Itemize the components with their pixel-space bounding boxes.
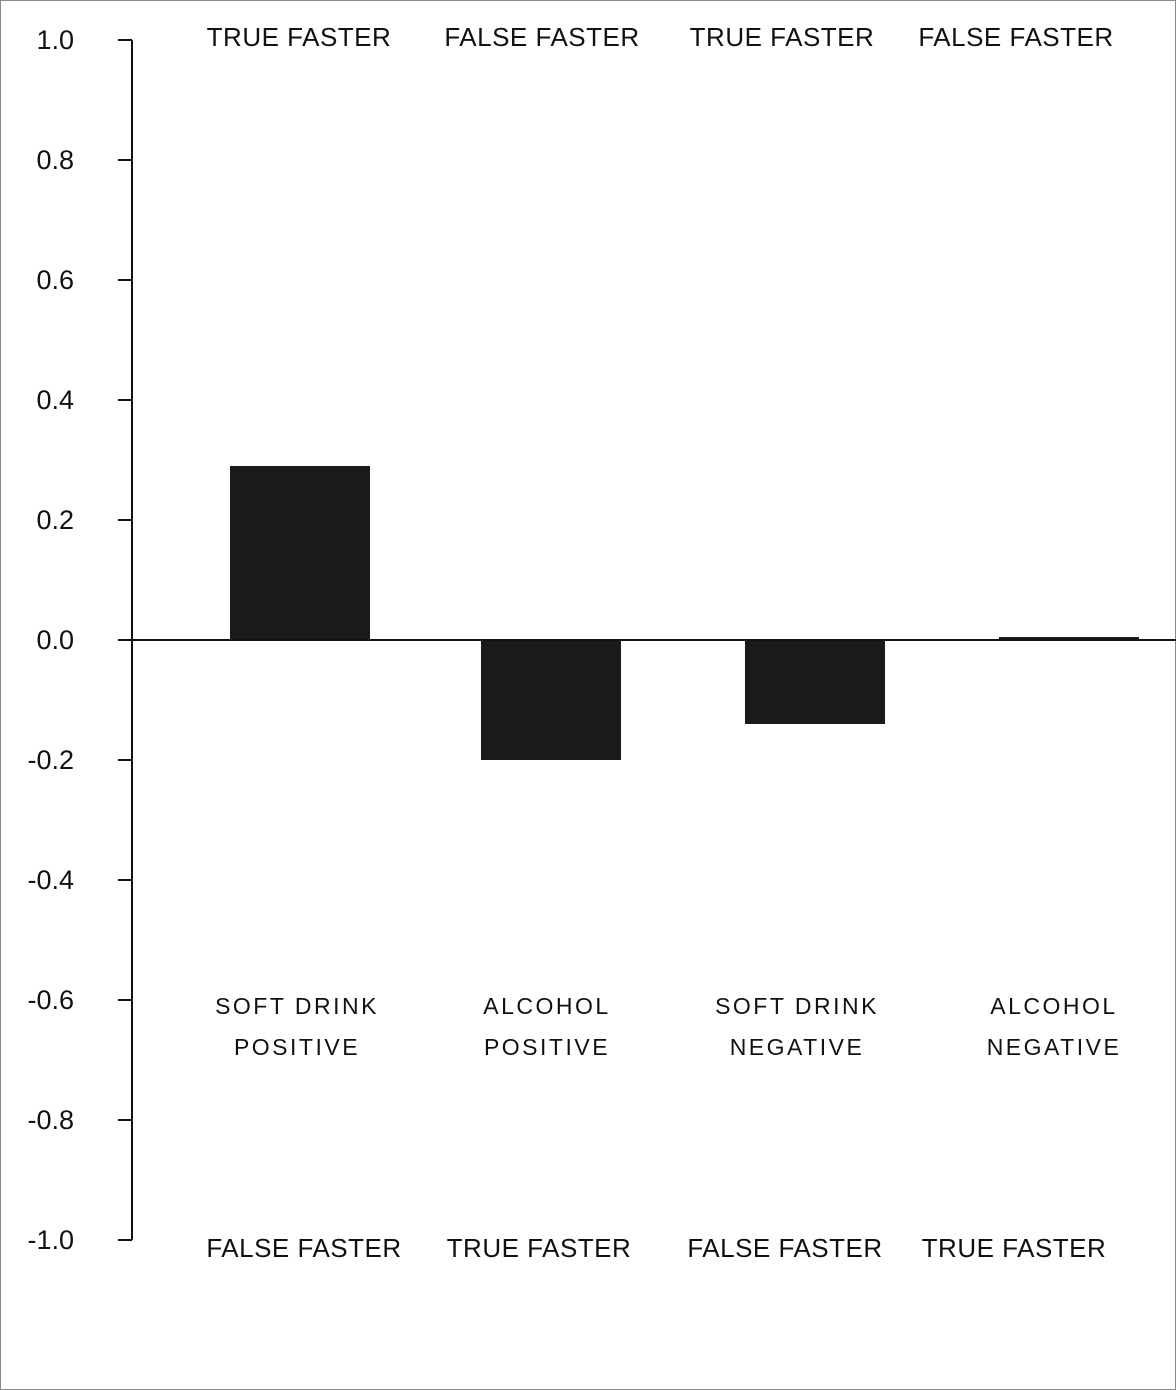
- top-label: FALSE FASTER: [444, 22, 639, 52]
- y-tick-label: 0.6: [36, 265, 74, 295]
- y-tick-label: 1.0: [36, 25, 74, 55]
- top-label: TRUE FASTER: [207, 22, 392, 52]
- category-label: POSITIVE: [234, 1034, 360, 1060]
- category-label: NEGATIVE: [730, 1034, 865, 1060]
- bars: [230, 466, 1139, 760]
- bar: [745, 640, 885, 724]
- bar: [481, 640, 621, 760]
- y-tick-label: -0.8: [27, 1105, 74, 1135]
- y-tick-label: -1.0: [27, 1225, 74, 1255]
- category-label: NEGATIVE: [987, 1034, 1122, 1060]
- top-label: TRUE FASTER: [690, 22, 875, 52]
- y-axis: 1.0 0.8 0.6 0.4 0.2 0.0 -0.2 -0.4 -0.6 -0.8 -1.0: [27, 25, 133, 1255]
- bottom-labels: FALSE FASTER TRUE FASTER FALSE FASTER TRUE …: [206, 1233, 1107, 1263]
- y-tick-label: -0.2: [27, 745, 74, 775]
- category-label: SOFT DRINK: [215, 993, 379, 1019]
- bottom-label: TRUE FASTER: [922, 1233, 1107, 1263]
- top-label: FALSE FASTER: [918, 22, 1113, 52]
- y-tick-label: 0.4: [36, 385, 74, 415]
- category-labels: SOFT DRINK POSITIVE ALCOHOL POSITIVE SOFT DR…: [215, 993, 1122, 1060]
- bottom-label: FALSE FASTER: [206, 1233, 401, 1263]
- y-tick-label: 0.2: [36, 505, 74, 535]
- bottom-label: FALSE FASTER: [687, 1233, 882, 1263]
- category-label: SOFT DRINK: [715, 993, 879, 1019]
- bar: [230, 466, 370, 640]
- bar: [999, 637, 1139, 640]
- y-tick-label: 0.8: [36, 145, 74, 175]
- top-labels: TRUE FASTER FALSE FASTER TRUE FASTER FALSE …: [207, 22, 1113, 52]
- category-label: ALCOHOL: [990, 993, 1117, 1019]
- category-label: POSITIVE: [484, 1034, 610, 1060]
- bottom-label: TRUE FASTER: [447, 1233, 632, 1263]
- category-label: ALCOHOL: [483, 993, 610, 1019]
- y-tick-label: -0.6: [27, 985, 74, 1015]
- y-tick-label: 0.0: [36, 625, 74, 655]
- y-tick-label: -0.4: [27, 865, 74, 895]
